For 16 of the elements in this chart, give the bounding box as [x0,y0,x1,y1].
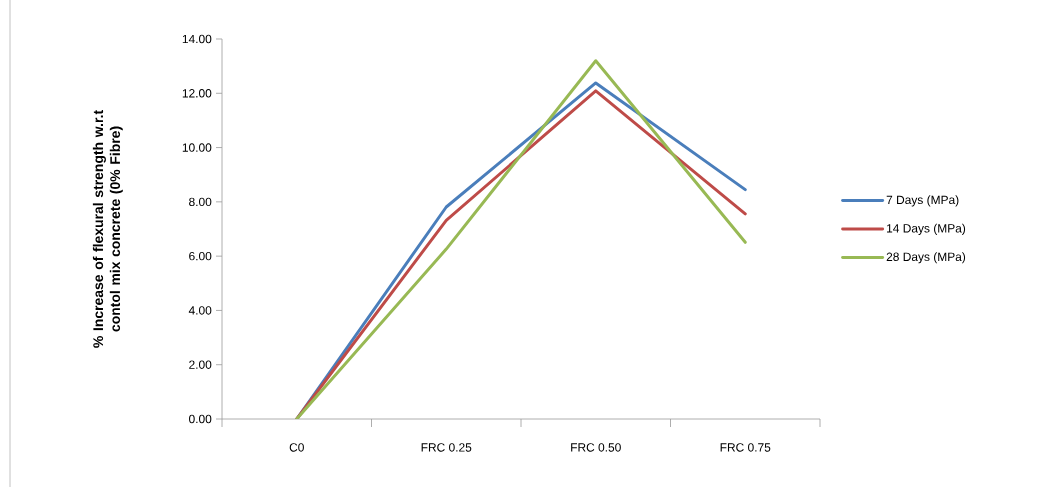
legend-label: 7 Days (MPa) [886,195,959,207]
y-tick-label: 6.00 [189,251,212,261]
legend-label: 28 Days (MPa) [886,252,966,264]
x-tick-label: FRC 0.50 [571,443,621,452]
y-tick-label: 8.00 [189,197,212,207]
legend-label: 14 Days (MPa) [887,223,966,235]
y-tick-label: 4.00 [188,306,212,315]
y-tick-label: 12.00 [182,89,212,98]
y-axis-title: % Increase of flexural strength w.r.t contol mix concrete (0% Fibre) [92,110,123,348]
y-tick-label: 14.00 [182,34,212,44]
x-tick-label: FRC 0.25 [421,443,472,452]
x-tick-label: FRC 0.75 [720,443,771,452]
x-tick-label: C0 [289,443,304,452]
y-tick-label: 10.00 [182,143,212,152]
y-tick-label: 0.00 [189,414,212,424]
y-tick-label: 2.00 [189,360,212,369]
